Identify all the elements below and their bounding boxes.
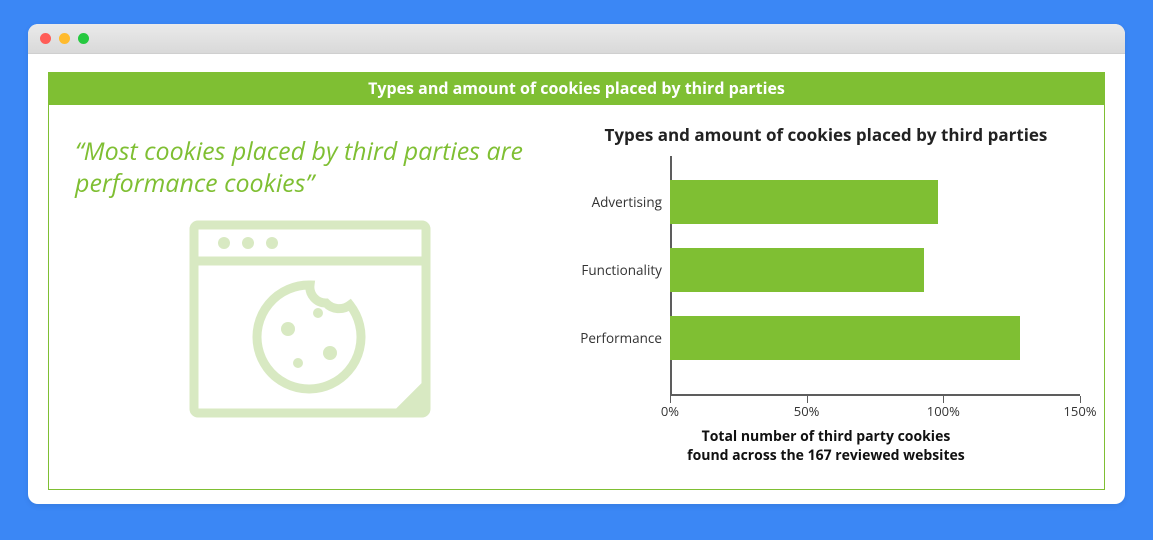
chart: Advertising Functionality Performance 0% 50…: [572, 156, 1080, 481]
section-banner: Types and amount of cookies placed by th…: [48, 72, 1105, 105]
x-tick-label: 100%: [927, 402, 960, 420]
content: Types and amount of cookies placed by th…: [28, 54, 1125, 504]
x-tick-label: 0%: [661, 402, 679, 420]
x-axis-label-line1: Total number of third party cookies: [702, 427, 951, 446]
titlebar: [28, 24, 1125, 54]
chart-row: Functionality: [572, 236, 1080, 304]
category-label: Advertising: [572, 193, 670, 211]
panel: “Most cookies placed by third parties ar…: [48, 105, 1105, 490]
maximize-icon[interactable]: [78, 33, 89, 44]
chart-plot: Advertising Functionality Performance: [572, 156, 1080, 396]
minimize-icon[interactable]: [59, 33, 70, 44]
x-axis-label-line2: found across the 167 reviewed websites: [687, 446, 965, 465]
chart-title: Types and amount of cookies placed by th…: [572, 123, 1080, 146]
bar: [670, 316, 1020, 360]
bar-track: [670, 168, 1080, 236]
bar: [670, 180, 938, 224]
category-label: Performance: [572, 329, 670, 347]
cookie-browser-icon: [180, 213, 440, 433]
bar-track: [670, 236, 1080, 304]
left-pane: “Most cookies placed by third parties ar…: [49, 105, 566, 489]
chart-row: Advertising: [572, 168, 1080, 236]
app-window: Types and amount of cookies placed by th…: [28, 24, 1125, 504]
category-label: Functionality: [572, 261, 670, 279]
bar-track: [670, 304, 1080, 372]
x-tick-label: 50%: [794, 402, 820, 420]
bar: [670, 248, 924, 292]
close-icon[interactable]: [40, 33, 51, 44]
chart-row: Performance: [572, 304, 1080, 372]
x-tick-row: 0%50%100%150%: [670, 396, 1080, 424]
quote-text: “Most cookies placed by third parties ar…: [75, 135, 546, 199]
x-axis-label: Total number of third party cookies foun…: [572, 428, 1080, 466]
right-pane: Types and amount of cookies placed by th…: [566, 105, 1104, 489]
x-tick-label: 150%: [1063, 402, 1096, 420]
